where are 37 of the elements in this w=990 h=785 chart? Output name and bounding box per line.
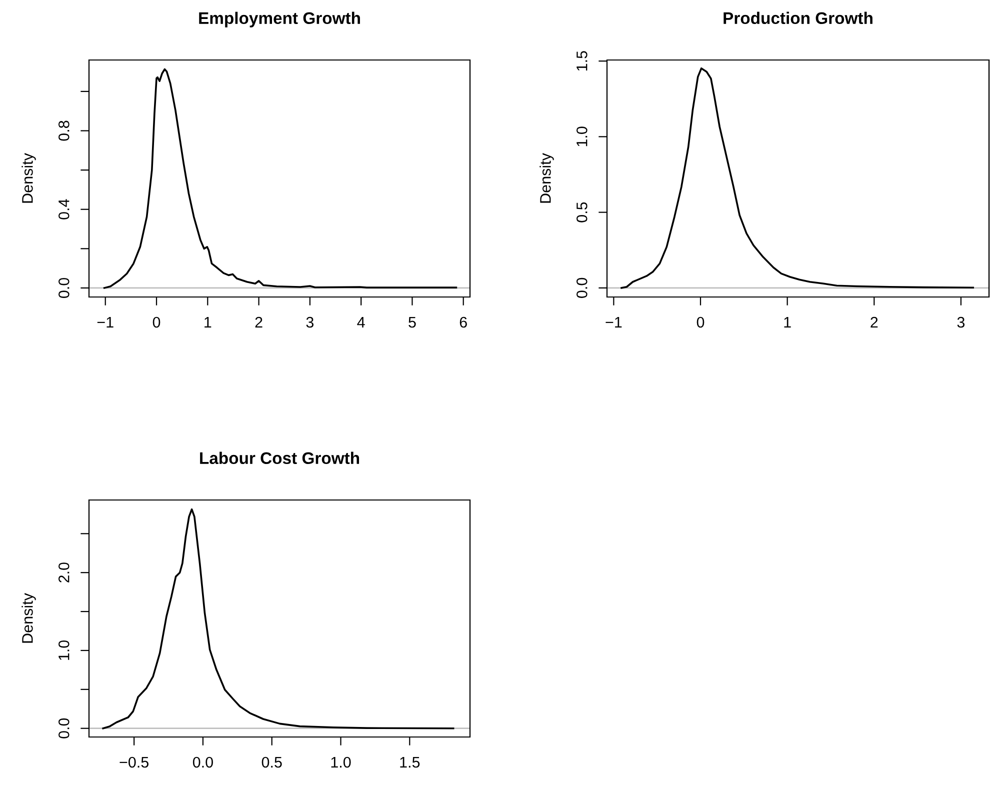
y-tick-label: 0.8 bbox=[58, 120, 70, 141]
y-tick-label: 1.5 bbox=[576, 51, 588, 71]
x-tick-label: 3 bbox=[957, 316, 965, 328]
x-tick-label: 1 bbox=[784, 317, 791, 328]
x-tick-label: 0.5 bbox=[262, 756, 282, 768]
y-tick-label: 0.0 bbox=[58, 718, 70, 738]
x-tick-label: 5 bbox=[408, 317, 416, 328]
y-tick-label: 0.0 bbox=[576, 278, 588, 298]
y-tick-label: 1.0 bbox=[576, 126, 588, 146]
x-tick-label: −1 bbox=[606, 317, 622, 328]
chart-title: Labour Cost Growth bbox=[200, 452, 360, 464]
x-tick-label: 2 bbox=[255, 316, 262, 328]
x-tick-label: 6 bbox=[460, 316, 467, 328]
line-series bbox=[103, 68, 458, 289]
x-tick-label: 0 bbox=[696, 316, 704, 328]
line-series bbox=[620, 67, 974, 289]
x-tick-label: 4 bbox=[357, 317, 365, 328]
chart-title: Production Growth bbox=[724, 12, 872, 24]
x-tick-label: 0.0 bbox=[192, 756, 213, 768]
x-tick-label: 1 bbox=[204, 317, 212, 328]
x-tick-label: 2 bbox=[870, 316, 878, 328]
y-tick-label: 0.5 bbox=[576, 202, 588, 222]
y-tick-label: 2.0 bbox=[58, 562, 70, 582]
y-tick-label: 0.4 bbox=[58, 199, 70, 220]
x-tick-label: −0.5 bbox=[120, 756, 148, 768]
chart-title: Employment Growth bbox=[199, 12, 360, 28]
line-series bbox=[102, 508, 454, 730]
x-tick-label: 3 bbox=[306, 316, 314, 328]
x-tick-label: 1.5 bbox=[400, 757, 420, 768]
y-tick-label: 0.0 bbox=[58, 278, 70, 298]
x-tick-label: −1 bbox=[97, 317, 114, 328]
y-axis-title: Density bbox=[22, 593, 36, 643]
y-tick-label: 1.0 bbox=[58, 640, 70, 660]
y-axis-title: Density bbox=[22, 153, 36, 203]
x-tick-label: 0 bbox=[152, 316, 160, 328]
x-tick-label: 1.0 bbox=[331, 756, 351, 768]
y-axis-title: Density bbox=[540, 153, 554, 203]
